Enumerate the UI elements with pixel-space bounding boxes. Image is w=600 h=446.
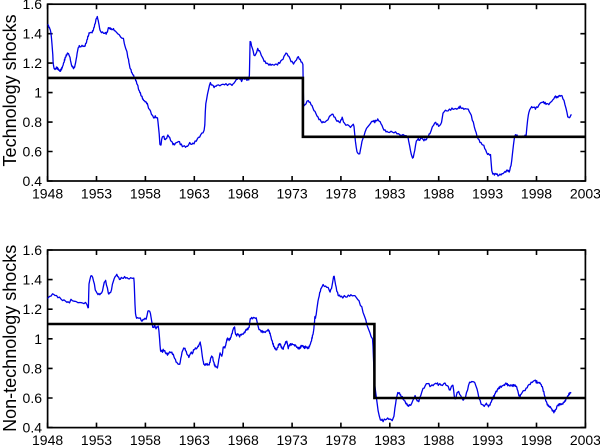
svg-text:1958: 1958 bbox=[130, 186, 161, 202]
svg-text:1988: 1988 bbox=[423, 186, 454, 202]
svg-text:0.4: 0.4 bbox=[23, 420, 43, 436]
svg-text:1973: 1973 bbox=[277, 432, 308, 446]
svg-text:1958: 1958 bbox=[130, 432, 161, 446]
svg-text:1978: 1978 bbox=[325, 432, 356, 446]
svg-text:Non-technology shocks: Non-technology shocks bbox=[0, 245, 20, 432]
svg-text:Technology shocks: Technology shocks bbox=[0, 14, 20, 166]
svg-text:1993: 1993 bbox=[472, 432, 503, 446]
svg-text:1973: 1973 bbox=[277, 186, 308, 202]
svg-text:2003: 2003 bbox=[570, 186, 600, 202]
svg-text:1948: 1948 bbox=[32, 186, 63, 202]
svg-text:1978: 1978 bbox=[325, 186, 356, 202]
svg-text:1.4: 1.4 bbox=[23, 272, 43, 288]
svg-text:2003: 2003 bbox=[570, 432, 600, 446]
svg-text:1953: 1953 bbox=[81, 432, 112, 446]
svg-text:1988: 1988 bbox=[423, 432, 454, 446]
svg-text:1.6: 1.6 bbox=[23, 242, 43, 258]
svg-text:0.8: 0.8 bbox=[23, 360, 43, 376]
svg-text:1983: 1983 bbox=[374, 186, 405, 202]
svg-text:1968: 1968 bbox=[228, 186, 259, 202]
svg-text:0.4: 0.4 bbox=[23, 173, 43, 189]
svg-text:1998: 1998 bbox=[521, 186, 552, 202]
svg-text:1: 1 bbox=[34, 85, 42, 101]
svg-text:1963: 1963 bbox=[179, 432, 210, 446]
svg-text:1.2: 1.2 bbox=[23, 55, 43, 71]
svg-text:1948: 1948 bbox=[32, 432, 63, 446]
svg-text:0.6: 0.6 bbox=[23, 390, 43, 406]
svg-text:1.2: 1.2 bbox=[23, 301, 43, 317]
svg-text:1953: 1953 bbox=[81, 186, 112, 202]
svg-text:0.8: 0.8 bbox=[23, 114, 43, 130]
svg-text:1.4: 1.4 bbox=[23, 26, 43, 42]
svg-text:1983: 1983 bbox=[374, 432, 405, 446]
svg-text:1993: 1993 bbox=[472, 186, 503, 202]
svg-text:1998: 1998 bbox=[521, 432, 552, 446]
svg-text:1: 1 bbox=[34, 331, 42, 347]
svg-text:1968: 1968 bbox=[228, 432, 259, 446]
svg-text:0.6: 0.6 bbox=[23, 144, 43, 160]
svg-text:1963: 1963 bbox=[179, 186, 210, 202]
svg-text:1.6: 1.6 bbox=[23, 0, 43, 12]
